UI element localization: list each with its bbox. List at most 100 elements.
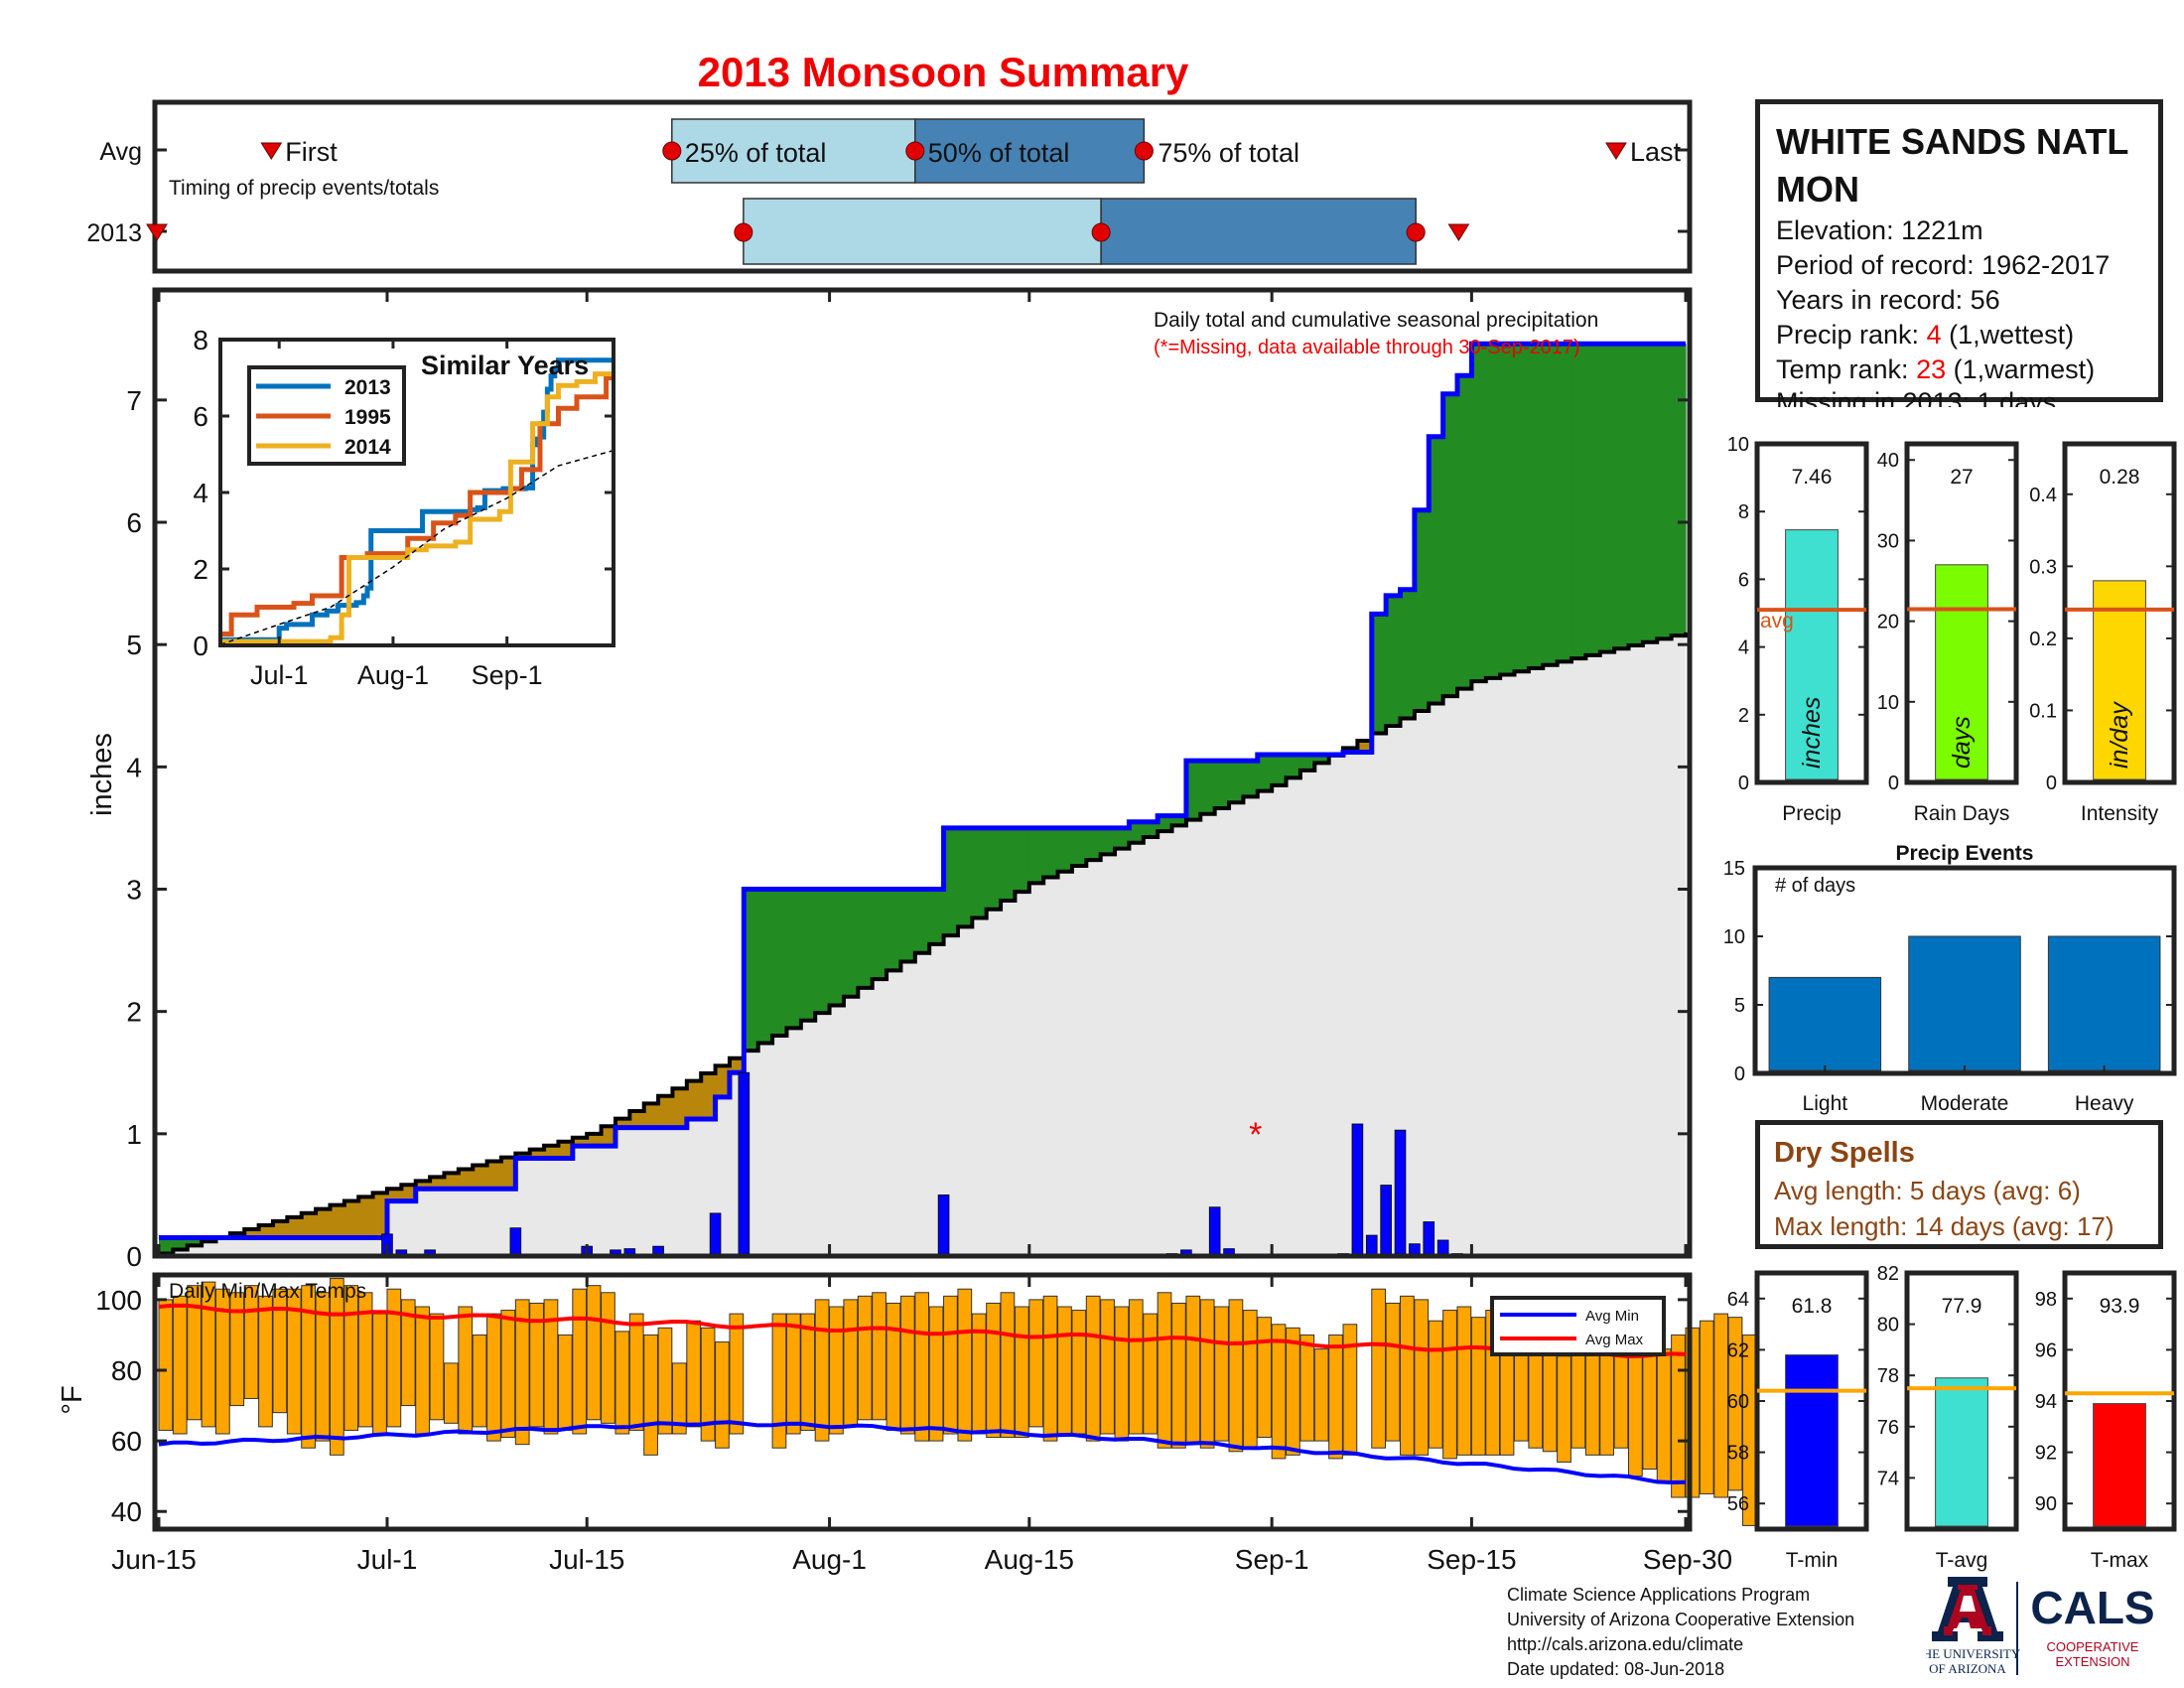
- similar-years-inset: 0 2 4 6 8 Jul-1 Aug-1 Sep-1 Similar Years 2013 199…: [193, 325, 615, 690]
- deficit-fill: [587, 1133, 603, 1147]
- footer-line: University of Arizona Cooperative Extens…: [1507, 1610, 1855, 1629]
- temp-plot-frame: [152, 1272, 1693, 1532]
- temp-range-bar: [229, 1292, 245, 1407]
- event-y-tick-label: 0: [1734, 1063, 1745, 1085]
- temp-range-bar: [715, 1341, 730, 1449]
- event-y-tick-label: 5: [1734, 995, 1745, 1017]
- event-bar: [1908, 935, 2021, 1071]
- stat-panels: 0 2 4 6 8 10 7.46 Precip inches avg 0 10 20 30 40 27 Rai…: [1727, 434, 2177, 825]
- stat-value-label: 0.28: [2100, 466, 2140, 489]
- stat-y-tick-label: 98: [2035, 1289, 2057, 1311]
- timing-p50-label: 50% of total: [928, 138, 1070, 168]
- missing-note: (*=Missing, data available through 30-Se…: [1154, 337, 1580, 358]
- temp-range-bar: [214, 1288, 230, 1435]
- stat-inner-label: inches: [1798, 697, 1826, 769]
- event-category-label: Moderate: [1921, 1092, 2009, 1115]
- deficit-fill: [658, 1095, 674, 1128]
- temp-range-bar: [785, 1313, 801, 1435]
- stat-value-label: 77.9: [1942, 1295, 1982, 1318]
- station-period: Period of record: 1962-2017: [1776, 250, 2111, 280]
- surplus-fill: [829, 889, 845, 1006]
- footer-link[interactable]: http://cals.arizona.edu/climate: [1507, 1634, 1744, 1654]
- stat-xlabel: Rain Days: [1914, 802, 2010, 825]
- deficit-fill: [330, 1204, 345, 1238]
- stat-y-tick-label: 10: [1877, 692, 1899, 714]
- temp-range-bar: [771, 1313, 787, 1449]
- stat-inner-label: days: [1948, 716, 1976, 769]
- stat-y-tick-label: 8: [1738, 501, 1749, 523]
- surplus-fill: [1671, 344, 1687, 636]
- stat-inner-label: in/day: [2106, 701, 2133, 769]
- temp-range-bar: [458, 1306, 474, 1435]
- deficit-fill: [486, 1161, 502, 1190]
- surplus-fill: [1628, 344, 1644, 645]
- missing-day-marker: *: [1249, 1116, 1262, 1154]
- inset-y-tick-label: 2: [193, 554, 208, 585]
- surplus-fill: [1314, 755, 1330, 764]
- surplus-fill: [1257, 755, 1273, 791]
- footer-credits: Climate Science Applications Program Uni…: [1507, 1583, 1854, 1682]
- deficit-fill: [244, 1229, 260, 1238]
- event-category-label: Light: [1803, 1092, 1848, 1115]
- event-bar: [2047, 935, 2161, 1071]
- surplus-fill: [1115, 827, 1131, 849]
- temp-x-tick-label: Jul-15: [549, 1544, 624, 1575]
- temp-title: Daily Min/Max Temps: [169, 1280, 366, 1303]
- surplus-fill: [1514, 344, 1530, 672]
- surplus-fill: [914, 889, 930, 953]
- deficit-fill: [529, 1149, 545, 1159]
- temp-range-bar: [386, 1288, 402, 1428]
- stat-y-tick-label: 30: [1877, 530, 1899, 552]
- surplus-fill: [1614, 344, 1630, 649]
- temp-rank-value: 23: [1916, 354, 1947, 384]
- stat-y-tick-label: 40: [1877, 450, 1899, 472]
- temp-range-bar: [700, 1327, 716, 1442]
- deficit-fill: [444, 1173, 460, 1190]
- y-tick-label: 5: [126, 630, 142, 660]
- temp-y-tick-label: 60: [111, 1426, 142, 1457]
- temp-range-bar: [628, 1313, 644, 1431]
- surplus-fill: [744, 889, 759, 1052]
- temp-range-bar: [814, 1299, 830, 1442]
- surplus-fill: [772, 889, 788, 1036]
- stat-y-tick-label: 58: [1727, 1443, 1749, 1465]
- station-years: Years in record: 56: [1776, 285, 2000, 315]
- surplus-fill: [1543, 344, 1559, 665]
- deficit-fill: [500, 1157, 516, 1190]
- temp-range-bar: [1271, 1324, 1287, 1460]
- surplus-fill: [1485, 344, 1501, 678]
- temp-range-bar: [343, 1285, 359, 1431]
- surplus-fill: [786, 889, 802, 1029]
- stat-y-tick-label: 10: [1727, 434, 1749, 456]
- deficit-fill: [672, 1088, 688, 1128]
- stat-y-tick-label: 80: [1877, 1315, 1899, 1336]
- temp-ylabel: °F: [57, 1385, 88, 1414]
- surplus-fill: [1129, 821, 1145, 843]
- surplus-fill: [872, 889, 887, 980]
- temp-range-bar: [1542, 1348, 1558, 1453]
- temp-range-bar: [1727, 1317, 1743, 1491]
- surplus-fill: [1371, 614, 1387, 734]
- temp-range-bar: [1456, 1306, 1472, 1456]
- temp-range-bar: [1628, 1337, 1643, 1477]
- surplus-fill: [1158, 815, 1173, 832]
- stat-y-tick-label: 56: [1727, 1493, 1749, 1515]
- stat-y-tick-label: 20: [1877, 612, 1899, 633]
- temp-range-bar: [1171, 1302, 1186, 1449]
- temp-range-bar: [472, 1334, 487, 1428]
- inset-y-tick-label: 6: [193, 401, 208, 432]
- temp-range-bar: [943, 1295, 958, 1435]
- temp-range-bar: [1313, 1348, 1329, 1442]
- surplus-fill: [1086, 827, 1102, 861]
- deficit-fill: [729, 1057, 745, 1073]
- surplus-fill: [1071, 827, 1087, 866]
- surplus-fill: [1299, 755, 1315, 771]
- stat-y-tick-label: 64: [1727, 1289, 1749, 1311]
- temp-y-tick-label: 80: [111, 1355, 142, 1386]
- precip-rank-value: 4: [1926, 320, 1942, 350]
- temp-range-bar: [1385, 1302, 1401, 1442]
- temp-range-bar: [1442, 1310, 1457, 1460]
- surplus-fill: [187, 1237, 203, 1246]
- timing-p75-label: 75% of total: [1158, 138, 1299, 168]
